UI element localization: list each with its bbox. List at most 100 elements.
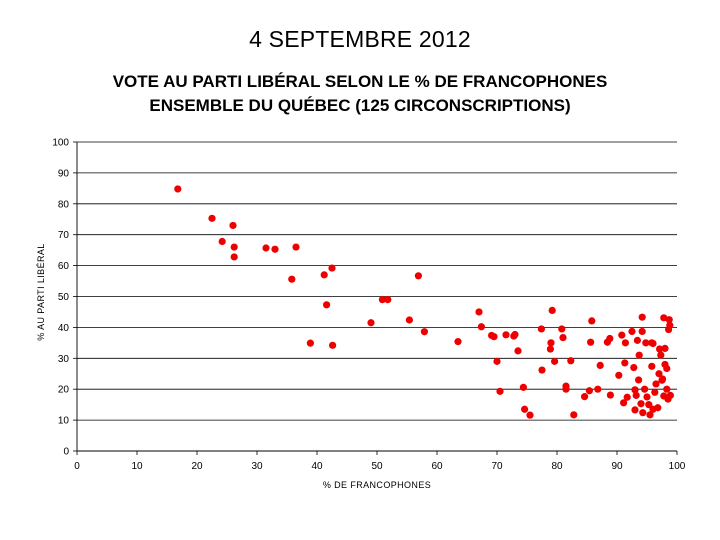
y-tick-label-80: 80 — [58, 199, 70, 210]
y-tick-label-10: 10 — [58, 416, 70, 427]
data-point-72 — [638, 327, 646, 336]
data-point-60 — [621, 339, 630, 347]
x-tick-label-50: 50 — [371, 461, 383, 472]
data-point-34 — [521, 405, 529, 413]
data-point-50 — [588, 317, 596, 325]
y-tick-label-0: 0 — [63, 447, 69, 458]
x-tick-labels: 0 10 20 30 40 50 60 70 80 90 100 — [74, 461, 686, 472]
axes — [73, 141, 678, 455]
data-point-65 — [631, 386, 639, 394]
data-point-45 — [562, 385, 570, 393]
data-point-30 — [493, 357, 501, 365]
data-point-19 — [420, 328, 428, 336]
data-point-101 — [659, 375, 667, 383]
data-point-69 — [631, 406, 639, 414]
data-point-41 — [538, 366, 546, 374]
data-point-17 — [405, 316, 413, 324]
x-tick-label-20: 20 — [191, 461, 203, 472]
data-point-39 — [546, 345, 555, 353]
data-point-35 — [526, 411, 534, 419]
data-point-26 — [490, 333, 498, 341]
data-point-4 — [218, 237, 226, 246]
data-point-98 — [666, 321, 674, 329]
data-point-63 — [628, 327, 636, 336]
data-point-42 — [558, 325, 566, 333]
data-point-57 — [615, 371, 623, 379]
data-point-40 — [551, 357, 559, 365]
data-point-74 — [639, 409, 647, 417]
data-point-24 — [477, 323, 485, 331]
data-point-47 — [570, 411, 578, 419]
data-point-64 — [630, 363, 638, 372]
x-tick-label-30: 30 — [251, 461, 263, 472]
chart-title-line-2: ENSEMBLE DU QUÉBEC (125 CIRCONSCRIPTIONS… — [149, 96, 571, 115]
data-point-95 — [661, 344, 669, 353]
data-point-71 — [638, 313, 646, 321]
data-point-13 — [288, 275, 296, 283]
data-point-85 — [654, 404, 662, 412]
data-point-7 — [271, 245, 279, 253]
data-point-31 — [514, 347, 522, 355]
data-point-46 — [567, 357, 575, 365]
data-point-91 — [660, 314, 668, 322]
page-title: 4 SEPTEMBRE 2012 — [249, 26, 471, 52]
chart-title: VOTE AU PARTI LIBÉRAL SELON LE % DE FRAN… — [0, 70, 720, 118]
data-point-15 — [384, 295, 392, 304]
x-tick-label-60: 60 — [431, 461, 443, 472]
data-point-37 — [548, 306, 556, 315]
data-point-58 — [618, 331, 626, 339]
data-point-67 — [633, 336, 642, 344]
y-tick-label-20: 20 — [58, 385, 70, 396]
data-point-5 — [230, 243, 238, 251]
data-point-55 — [606, 334, 614, 343]
data-point-23 — [475, 308, 483, 316]
x-tick-label-40: 40 — [311, 461, 323, 472]
x-tick-label-70: 70 — [491, 461, 503, 472]
data-point-70 — [635, 351, 643, 359]
x-axis-label: % DE FRANCOPHONES — [323, 480, 431, 490]
data-point-3 — [229, 221, 237, 230]
y-tick-labels: 0 10 20 30 40 50 60 70 80 90 100 — [52, 138, 69, 458]
x-tick-label-0: 0 — [74, 461, 80, 472]
y-tick-label-50: 50 — [58, 292, 70, 303]
data-point-12 — [414, 272, 422, 280]
data-point-2 — [208, 214, 216, 222]
data-point-22 — [454, 338, 462, 346]
data-point-100 — [666, 391, 675, 399]
gridlines — [77, 141, 677, 421]
data-point-86 — [652, 380, 660, 388]
data-point-53 — [594, 385, 602, 393]
data-point-21 — [329, 341, 337, 349]
y-tick-label-30: 30 — [58, 354, 70, 365]
data-point-87 — [655, 370, 663, 378]
data-point-97 — [665, 316, 673, 324]
data-point-11 — [320, 271, 328, 279]
data-point-56 — [606, 391, 615, 399]
data-point-48 — [581, 393, 589, 401]
data-point-68 — [635, 376, 643, 384]
chart-title-line-1: VOTE AU PARTI LIBÉRAL SELON LE % DE FRAN… — [112, 72, 608, 91]
data-point-8 — [292, 243, 300, 251]
data-point-81 — [649, 339, 657, 348]
data-point-10 — [328, 264, 336, 272]
data-point-16 — [323, 301, 331, 309]
data-point-9 — [230, 253, 238, 261]
data-point-51 — [587, 338, 595, 346]
data-point-18 — [367, 319, 375, 327]
data-point-20 — [306, 339, 314, 347]
data-point-62 — [623, 393, 631, 401]
x-tick-label-80: 80 — [551, 461, 563, 472]
data-point-94 — [663, 385, 671, 393]
data-point-38 — [547, 339, 555, 347]
data-point-83 — [651, 388, 659, 396]
y-tick-label-40: 40 — [58, 323, 70, 334]
x-tick-label-10: 10 — [131, 461, 143, 472]
data-point-82 — [648, 362, 656, 370]
data-point-43 — [559, 333, 567, 342]
data-point-89 — [657, 351, 665, 359]
data-point-61 — [621, 359, 629, 367]
data-point-29 — [510, 332, 518, 340]
data-point-79 — [646, 411, 654, 419]
x-tick-label-100: 100 — [669, 461, 686, 472]
data-point-66 — [632, 391, 640, 399]
